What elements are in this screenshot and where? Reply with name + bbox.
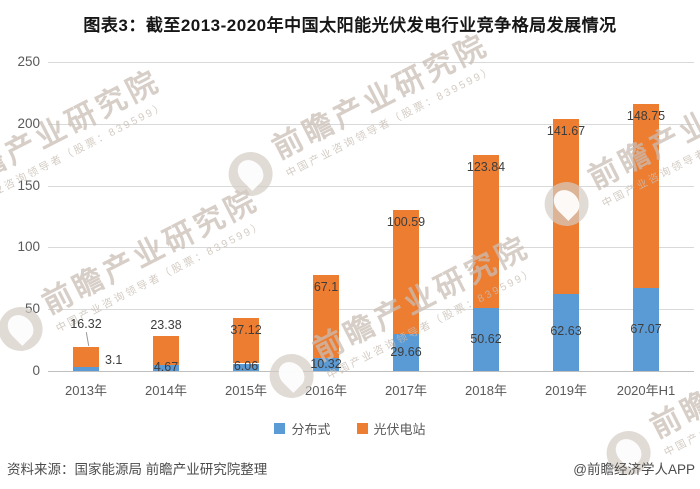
y-axis-tick-label: 0 (32, 363, 40, 378)
x-axis-label: 2016年 (305, 383, 347, 398)
data-label-station: 23.38 (150, 318, 182, 333)
x-axis-label: 2014年 (145, 383, 187, 398)
bar-segment-distributed (393, 334, 419, 371)
watermark-text: 前瞻产业研究院中国产业咨询领导者（股票：839599） (267, 28, 502, 181)
bar-segment-station (153, 336, 179, 366)
watermark-text: 前瞻产业研究院中国产业咨询领导者（股票：839599） (37, 183, 272, 336)
data-label-distributed: 29.66 (390, 344, 422, 359)
watermark: 前瞻产业研究院中国产业咨询领导者（股票：839599） (0, 64, 174, 241)
footer: 资料来源：国家能源局 前瞻产业研究院整理 @前瞻经济学人APP (7, 458, 695, 478)
y-axis-tick-label: 200 (17, 115, 40, 131)
bar-segment-station (553, 118, 579, 294)
bar-segment-station (233, 317, 259, 364)
x-axis-label: 2017年 (385, 383, 427, 398)
bar-segment-distributed (73, 367, 99, 371)
y-axis-tick-label: 100 (17, 239, 40, 255)
x-axis-label: 2020年H1 (616, 383, 676, 398)
source-note: 资料来源：国家能源局 前瞻产业研究院整理 (7, 462, 268, 477)
x-axis-label: 2019年 (545, 383, 587, 398)
y-gridline (48, 62, 694, 63)
y-axis-tick-label: 50 (24, 301, 40, 317)
bar-segment-distributed (553, 293, 579, 371)
legend-item-distributed: 分布式 (274, 419, 331, 438)
y-gridline (48, 309, 694, 311)
watermark-text: 前瞻产业研究院中国产业咨询领导者（股票：839599） (0, 64, 174, 217)
data-label-station: 67.1 (313, 280, 339, 295)
bar-segment-distributed (233, 363, 259, 371)
data-label-distributed: 4.67 (153, 360, 179, 375)
watermark-text: 前瞻产业研究院中国产业咨询领导者（股票：839599） (308, 230, 543, 383)
app-credit: @前瞻经济学人APP (573, 462, 695, 477)
watermark-main-text: 前瞻产业研究院 (37, 183, 265, 321)
data-label-distributed: 3.1 (105, 353, 123, 367)
legend: 分布式 光伏电站 (0, 419, 700, 438)
x-axis-line (48, 371, 694, 372)
data-label-station: 100.59 (386, 215, 426, 229)
bar-segment-station (73, 347, 99, 368)
bar-segment-distributed (153, 365, 179, 371)
watermark-sub-text: 中国产业咨询领导者（股票：839599） (662, 342, 700, 459)
y-gridline (48, 185, 694, 187)
bar-segment-distributed (633, 288, 659, 371)
legend-label-station: 光伏电站 (373, 422, 426, 437)
bar-segment-station (473, 155, 499, 309)
data-label-distributed: 6.06 (233, 359, 259, 374)
y-axis-tick-label: 250 (17, 54, 40, 69)
y-gridline (48, 123, 694, 125)
legend-swatch-station-icon (356, 423, 368, 434)
label-leader-line (85, 332, 90, 346)
watermark: 前瞻产业研究院中国产业咨询领导者（股票：839599） (220, 28, 502, 205)
bar-segment-station (633, 104, 659, 289)
legend-swatch-distributed-icon (274, 423, 286, 434)
data-label-station: 37.12 (230, 322, 262, 337)
y-gridline (48, 247, 694, 249)
watermark-sub-text: 中国产业咨询领导者（股票：839599） (0, 99, 169, 216)
legend-label-distributed: 分布式 (291, 422, 331, 437)
bar-segment-distributed (473, 308, 499, 371)
x-axis-label: 2013年 (65, 383, 107, 398)
x-axis-label: 2018年 (465, 383, 507, 398)
qianzhan-logo-icon (221, 144, 281, 204)
bar-segment-station (313, 275, 339, 359)
y-axis-tick-label: 150 (17, 177, 40, 193)
watermark-sub-text: 中国产业咨询领导者（股票：839599） (325, 265, 538, 382)
data-label-station: 16.32 (70, 317, 102, 331)
data-label-distributed: 10.32 (310, 356, 342, 371)
legend-item-station: 光伏电站 (356, 419, 426, 438)
watermark-main-text: 前瞻产业研究院 (308, 230, 536, 368)
data-label-distributed: 50.62 (470, 331, 502, 346)
data-label-station: 141.67 (546, 123, 586, 138)
data-label-distributed: 67.07 (630, 321, 662, 336)
data-label-station: 148.75 (626, 109, 666, 124)
chart-title: 图表3：截至2013-2020年中国太阳能光伏发电行业竞争格局发展情况 (83, 16, 617, 35)
x-axis-label: 2015年 (225, 383, 267, 398)
data-label-station: 123.84 (466, 160, 506, 175)
bar-segment-station (393, 210, 419, 335)
watermark-main-text: 前瞻产业研究院 (267, 28, 495, 166)
data-label-distributed: 62.63 (550, 324, 582, 339)
